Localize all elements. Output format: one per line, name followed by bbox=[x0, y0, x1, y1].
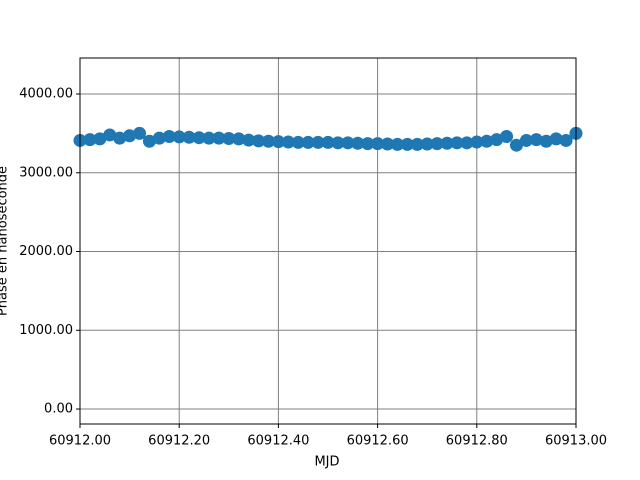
point bbox=[460, 136, 474, 150]
point bbox=[133, 126, 147, 140]
point bbox=[311, 135, 325, 149]
point bbox=[291, 135, 305, 149]
x-tick-label: 60912.60 bbox=[347, 434, 409, 449]
point bbox=[321, 135, 335, 149]
point bbox=[529, 133, 543, 147]
y-tick-label: 4000.00 bbox=[19, 86, 73, 101]
point bbox=[103, 128, 117, 142]
y-tick-label: 2000.00 bbox=[19, 244, 73, 259]
point bbox=[519, 133, 533, 147]
x-tick-label: 60912.40 bbox=[247, 434, 309, 449]
point bbox=[490, 133, 504, 147]
x-tick-label: 60912.80 bbox=[446, 434, 508, 449]
y-axis-label: Phase en nanoseconde bbox=[0, 166, 11, 316]
point bbox=[500, 130, 514, 144]
point bbox=[410, 137, 424, 151]
plot-frame bbox=[79, 57, 577, 425]
point bbox=[232, 132, 246, 146]
point bbox=[202, 131, 216, 145]
point bbox=[539, 134, 553, 148]
y-tick-label: 3000.00 bbox=[19, 165, 73, 180]
point bbox=[123, 129, 137, 143]
point bbox=[212, 131, 226, 145]
point bbox=[182, 130, 196, 144]
point bbox=[381, 137, 395, 151]
point bbox=[93, 132, 107, 146]
point bbox=[450, 136, 464, 150]
point bbox=[162, 130, 176, 144]
point bbox=[142, 134, 156, 148]
x-tick-label: 60912.00 bbox=[49, 434, 111, 449]
x-tick-label: 60913.00 bbox=[545, 434, 607, 449]
point bbox=[192, 131, 206, 145]
point bbox=[480, 134, 494, 148]
point bbox=[361, 137, 375, 151]
y-tick-label: 1000.00 bbox=[19, 323, 73, 338]
point bbox=[261, 134, 275, 148]
point bbox=[420, 137, 434, 151]
point bbox=[341, 136, 355, 150]
point bbox=[222, 131, 236, 145]
y-tick-label: 0.00 bbox=[44, 402, 73, 417]
point bbox=[351, 136, 365, 150]
point bbox=[549, 132, 563, 146]
x-tick-label: 60912.20 bbox=[148, 434, 210, 449]
point bbox=[430, 137, 444, 151]
point bbox=[113, 131, 127, 145]
point bbox=[281, 135, 295, 149]
point bbox=[509, 138, 523, 152]
x-axis-label: MJD bbox=[314, 455, 339, 470]
point bbox=[152, 131, 166, 145]
point bbox=[470, 135, 484, 149]
point bbox=[559, 133, 573, 147]
point bbox=[271, 135, 285, 149]
point bbox=[440, 136, 454, 150]
point bbox=[390, 137, 404, 151]
point bbox=[371, 137, 385, 151]
point bbox=[242, 133, 256, 147]
point bbox=[301, 135, 315, 149]
point bbox=[252, 134, 266, 148]
point bbox=[331, 136, 345, 150]
point bbox=[400, 137, 414, 151]
point bbox=[83, 133, 97, 147]
point bbox=[172, 130, 186, 144]
